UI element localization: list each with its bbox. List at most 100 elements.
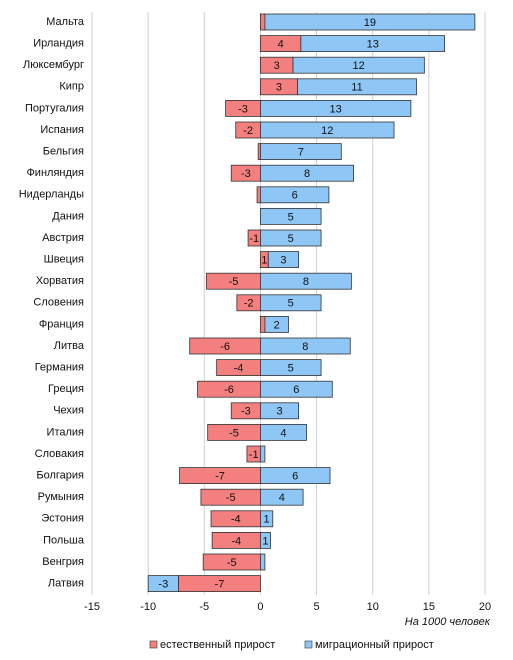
- data-label: -7: [215, 579, 225, 591]
- y-tick-label: Финляндия: [26, 167, 84, 179]
- y-tick-label: Германия: [35, 362, 84, 374]
- x-tick-label: 0: [257, 601, 263, 613]
- data-label: 4: [279, 492, 285, 504]
- y-tick-label: Ирландия: [33, 38, 84, 50]
- bar: [260, 229, 322, 247]
- data-label: 8: [303, 276, 309, 288]
- bar: [260, 423, 307, 441]
- data-label: -4: [231, 535, 241, 547]
- y-tick-label: Греция: [48, 383, 84, 395]
- bar: [260, 337, 351, 355]
- data-label: 1: [264, 514, 270, 526]
- y-tick-label: Италия: [47, 426, 85, 438]
- y-tick-label: Испания: [40, 124, 84, 136]
- data-label: 19: [364, 17, 376, 29]
- bar: [260, 359, 322, 377]
- x-tick-label: 15: [423, 601, 435, 613]
- y-tick-label: Венгрия: [42, 556, 84, 568]
- bar: [260, 488, 304, 506]
- data-label: 1: [261, 255, 267, 267]
- y-tick-label: Швеция: [44, 254, 84, 266]
- data-label: 13: [330, 103, 342, 115]
- data-label: 12: [321, 125, 333, 137]
- bar: [256, 186, 261, 204]
- data-label: 7: [298, 147, 304, 159]
- data-label: 3: [276, 82, 282, 94]
- y-tick-label: Словакия: [35, 448, 84, 460]
- data-label: -2: [244, 298, 254, 310]
- data-label: 3: [280, 255, 286, 267]
- data-label: 3: [276, 406, 282, 418]
- bar: [260, 510, 274, 528]
- y-tick-label: Мальта: [46, 16, 85, 28]
- data-label: 6: [292, 190, 298, 202]
- x-tick-label: -10: [140, 601, 156, 613]
- y-tick-label: Эстония: [41, 513, 84, 525]
- bar: [260, 100, 412, 117]
- data-label: -4: [234, 363, 244, 375]
- bar: [260, 294, 322, 312]
- y-tick-label: Австрия: [42, 232, 84, 244]
- bar: [264, 13, 476, 31]
- bar: [260, 143, 342, 161]
- data-label: 5: [288, 298, 294, 310]
- data-label: 8: [302, 341, 308, 353]
- data-label: -3: [241, 168, 251, 180]
- y-tick-label: Болгария: [36, 470, 84, 482]
- y-tick-label: Франция: [39, 318, 84, 330]
- y-tick-label: Румыния: [38, 491, 84, 503]
- data-label: 12: [353, 60, 365, 72]
- legend-label: миграционный прирост: [315, 639, 434, 651]
- legend-swatch: [149, 640, 158, 649]
- data-label: 5: [288, 363, 294, 375]
- legend-label: естественный прирост: [160, 639, 275, 651]
- y-tick-label: Чехия: [53, 405, 84, 417]
- bar: [260, 13, 266, 31]
- data-label: -6: [220, 341, 230, 353]
- y-tick-label: Словения: [33, 297, 84, 309]
- data-label: 5: [288, 211, 294, 223]
- x-tick-label: 5: [314, 601, 320, 613]
- data-label: 4: [278, 39, 284, 51]
- data-label: -5: [226, 492, 236, 504]
- data-label: 6: [292, 471, 298, 483]
- data-label: -5: [227, 557, 237, 569]
- x-axis-label: На 1000 человек: [405, 616, 491, 628]
- bar: [260, 467, 331, 485]
- y-tick-label: Дания: [52, 210, 84, 222]
- bar: [147, 575, 179, 592]
- bar: [260, 207, 322, 225]
- data-label: 2: [274, 319, 280, 331]
- bar: [260, 186, 330, 204]
- bar: [292, 56, 425, 74]
- data-label: 13: [367, 39, 379, 51]
- bar: [300, 35, 445, 52]
- data-label: -3: [238, 103, 248, 115]
- bar: [260, 380, 333, 398]
- data-label: -3: [158, 579, 168, 591]
- bar: [264, 315, 289, 333]
- data-label: -1: [249, 449, 259, 461]
- data-label: -5: [229, 276, 239, 288]
- x-tick-label: -5: [199, 601, 209, 613]
- bar: [260, 164, 355, 182]
- data-label: -7: [215, 471, 225, 483]
- y-tick-label: Польша: [43, 534, 85, 546]
- data-label: 3: [274, 60, 280, 72]
- bar: [297, 78, 417, 96]
- data-label: -3: [241, 406, 251, 418]
- bar: [260, 315, 266, 333]
- x-tick-label: 20: [479, 601, 491, 613]
- y-tick-label: Нидерланды: [19, 189, 84, 201]
- y-tick-label: Латвия: [48, 578, 84, 590]
- bar: [260, 402, 300, 420]
- data-label: -6: [224, 384, 234, 396]
- y-tick-label: Литва: [54, 340, 85, 352]
- data-label: -1: [249, 233, 259, 245]
- data-label: 11: [351, 82, 362, 94]
- data-label: -5: [229, 427, 239, 439]
- x-tick-label: 10: [367, 601, 379, 613]
- bar: [260, 445, 266, 463]
- y-tick-label: Португалия: [25, 102, 84, 114]
- data-label: 1: [262, 535, 268, 547]
